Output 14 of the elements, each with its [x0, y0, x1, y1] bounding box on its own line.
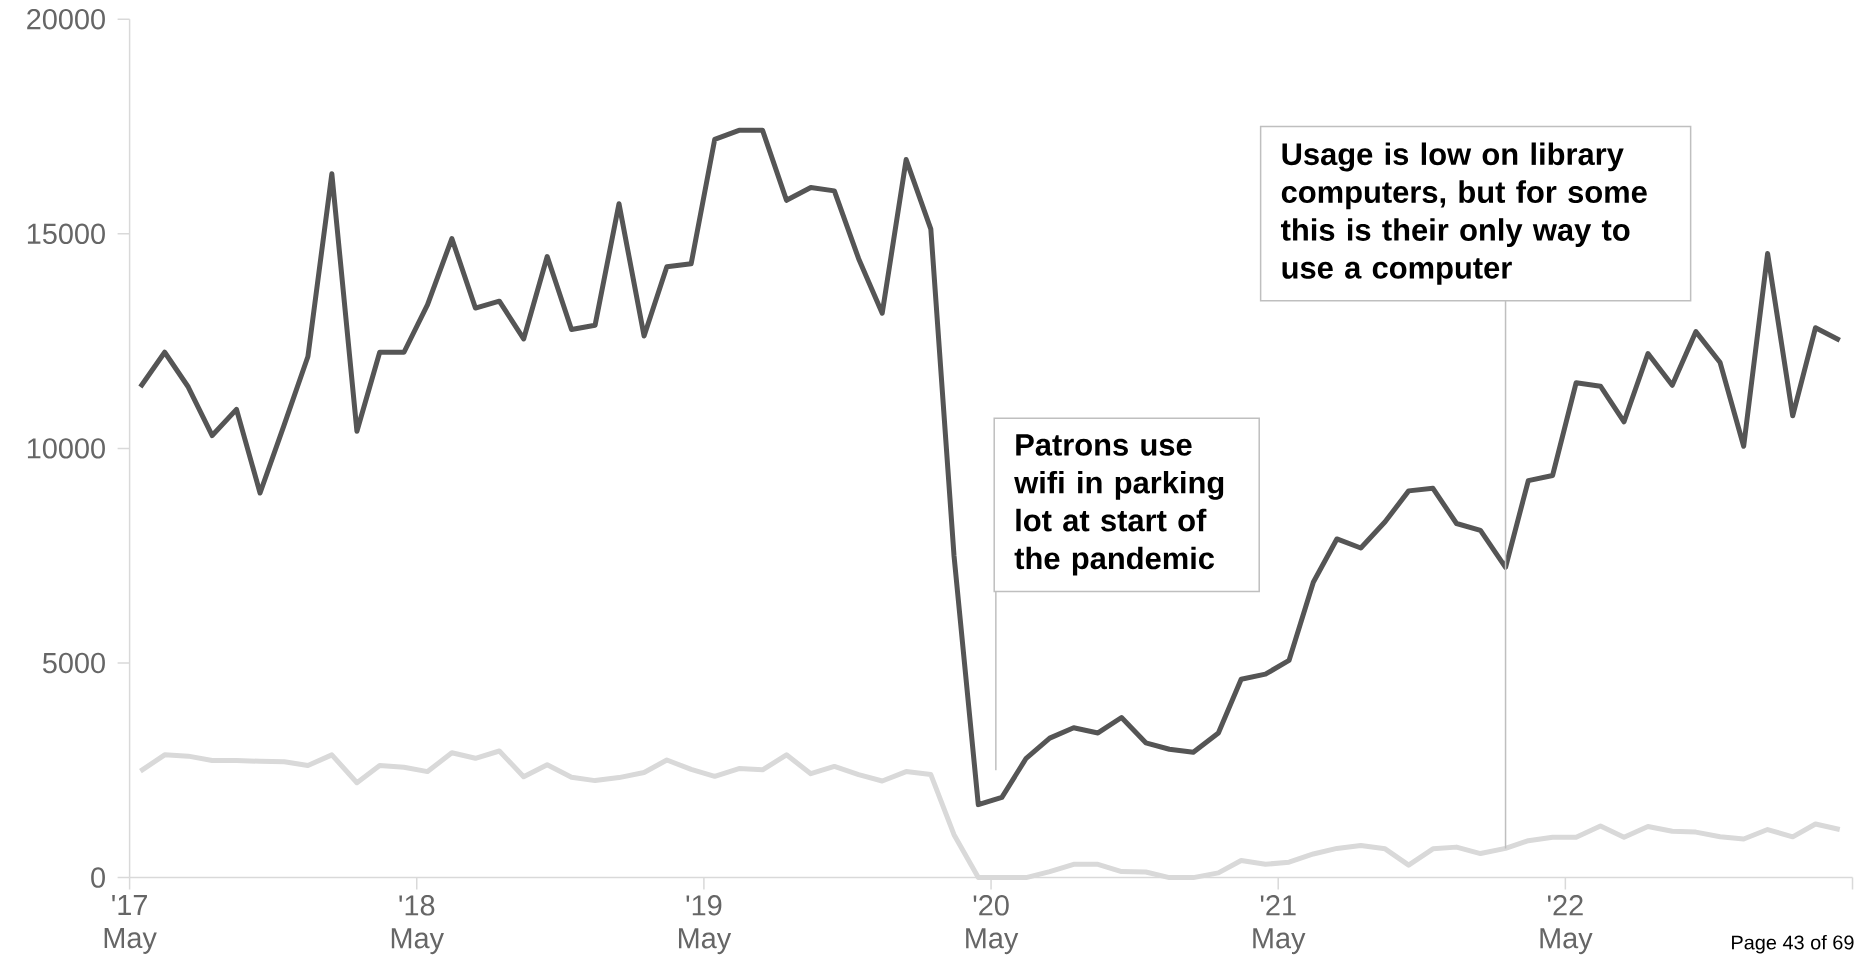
y-tick-label: 10000	[27, 438, 105, 459]
annotation: Usage is low on library computers, but for some this is their only way to use a computer	[1281, 142, 1647, 285]
y-tick-label: 20000	[27, 8, 105, 30]
x-tick-label: '20 May	[966, 895, 1019, 955]
x-tick-label: '22 May	[1540, 895, 1593, 955]
y-tick-label: 0	[91, 867, 105, 888]
text: Page 43 of 69	[1732, 934, 1854, 954]
y-tick-label: 15000	[27, 223, 105, 245]
x-tick-label: '19 May	[678, 895, 732, 955]
x-tick-label: '17 May	[104, 895, 157, 954]
x-tick-label: '18 May	[391, 895, 444, 955]
y-tick-label: 5000	[42, 652, 105, 674]
x-tick-label: '21 May	[1253, 895, 1306, 955]
annotation: Patrons use wifi in parking lot at start of the pandemic	[1014, 434, 1224, 576]
